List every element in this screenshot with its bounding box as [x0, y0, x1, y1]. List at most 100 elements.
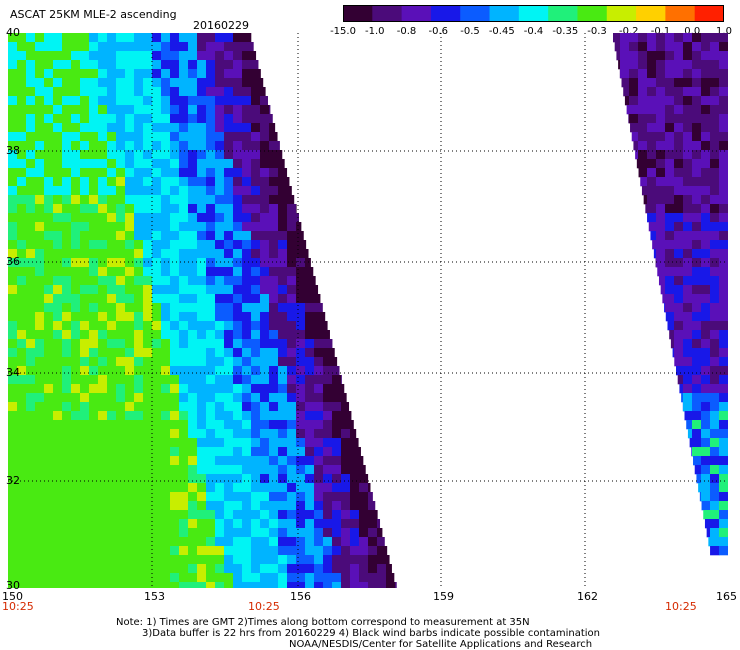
swath-cell	[368, 501, 376, 511]
swath-cell	[134, 258, 144, 268]
swath-cell	[161, 231, 171, 241]
swath-cell	[206, 420, 216, 430]
swath-cell	[260, 573, 270, 583]
swath-cell	[242, 348, 252, 358]
swath-cell	[35, 375, 45, 385]
swath-cell	[53, 60, 63, 70]
swath-cell	[89, 483, 99, 493]
swath-cell	[197, 213, 207, 223]
swath-cell	[125, 159, 135, 169]
swath-cell	[107, 555, 117, 565]
swath-cell	[116, 294, 126, 304]
swath-cell	[242, 204, 252, 214]
swath-cell	[98, 546, 108, 556]
swath-cell	[710, 465, 720, 475]
swath-cell	[719, 78, 728, 88]
swath-cell	[269, 132, 278, 142]
swath-cell	[80, 546, 90, 556]
swath-cell	[629, 114, 639, 124]
swath-cell	[278, 330, 288, 340]
swath-cell	[224, 420, 234, 430]
swath-cell	[206, 546, 216, 556]
swath-cell	[161, 150, 171, 160]
swath-cell	[341, 501, 351, 511]
swath-cell	[332, 546, 342, 556]
swath-cell	[710, 357, 720, 367]
swath-cell	[161, 402, 171, 412]
swath-cell	[80, 573, 90, 583]
swath-cell	[251, 51, 257, 61]
swath-cell	[107, 528, 117, 538]
swath-cell	[71, 69, 81, 79]
swath-cell	[278, 348, 288, 358]
lon-label-153: 153	[144, 590, 165, 603]
swath-cell	[332, 348, 335, 358]
swath-cell	[305, 393, 315, 403]
swath-cell	[251, 231, 261, 241]
swath-cell	[332, 573, 342, 583]
swath-cell	[647, 87, 657, 97]
swath-cell	[62, 519, 72, 529]
swath-cell	[350, 555, 360, 565]
swath-cell	[683, 42, 693, 52]
swath-cell	[305, 555, 315, 565]
swath-cell	[17, 528, 27, 538]
swath-cell	[80, 168, 90, 178]
swath-cell	[215, 87, 225, 97]
colorbar-swatch	[694, 5, 724, 22]
swath-cell	[53, 123, 63, 133]
swath-cell	[350, 582, 360, 588]
swath-cell	[170, 321, 180, 331]
swath-cell	[215, 339, 225, 349]
swath-cell	[305, 267, 314, 277]
swath-cell	[314, 528, 324, 538]
swath-cell	[647, 105, 657, 115]
swath-cell	[701, 357, 711, 367]
swath-cell	[269, 339, 279, 349]
swath-cell	[224, 114, 234, 124]
swath-cell	[170, 537, 180, 547]
swath-cell	[206, 123, 216, 133]
swath-cell	[704, 519, 715, 529]
swath-cell	[269, 438, 279, 448]
swath-cell	[332, 402, 342, 412]
swath-cell	[62, 357, 72, 367]
swath-cell	[179, 321, 189, 331]
swath-cell	[8, 330, 18, 340]
swath-cell	[89, 159, 99, 169]
swath-cell	[296, 537, 306, 547]
swath-cell	[278, 465, 288, 475]
swath-cell	[278, 564, 288, 574]
swath-cell	[8, 456, 18, 466]
swath-cell	[35, 384, 45, 394]
swath-cell	[224, 159, 234, 169]
swath-cell	[116, 582, 126, 588]
swath-cell	[80, 528, 90, 538]
swath-cell	[233, 51, 243, 61]
swath-cell	[242, 267, 252, 277]
swath-cell	[89, 465, 99, 475]
swath-cell	[233, 519, 243, 529]
swath-cell	[296, 294, 306, 304]
swath-cell	[152, 96, 162, 106]
swath-cell	[350, 537, 360, 547]
swath-cell	[215, 573, 225, 583]
swath-cell	[692, 402, 702, 412]
swath-cell	[683, 204, 693, 214]
swath-cell	[107, 249, 117, 259]
swath-cell	[179, 438, 189, 448]
swath-cell	[251, 357, 261, 367]
swath-cell	[224, 276, 234, 286]
swath-cell	[62, 105, 72, 115]
swath-cell	[323, 546, 333, 556]
swath-cell	[260, 195, 270, 205]
swath-cell	[116, 420, 126, 430]
swath-cell	[44, 330, 54, 340]
swath-cell	[125, 330, 135, 340]
swath-cell	[287, 456, 297, 466]
swath-cell	[674, 321, 684, 331]
swath-cell	[170, 411, 180, 421]
swath-cell	[143, 78, 153, 88]
swath-cell	[269, 231, 279, 241]
swath-cell	[242, 339, 252, 349]
